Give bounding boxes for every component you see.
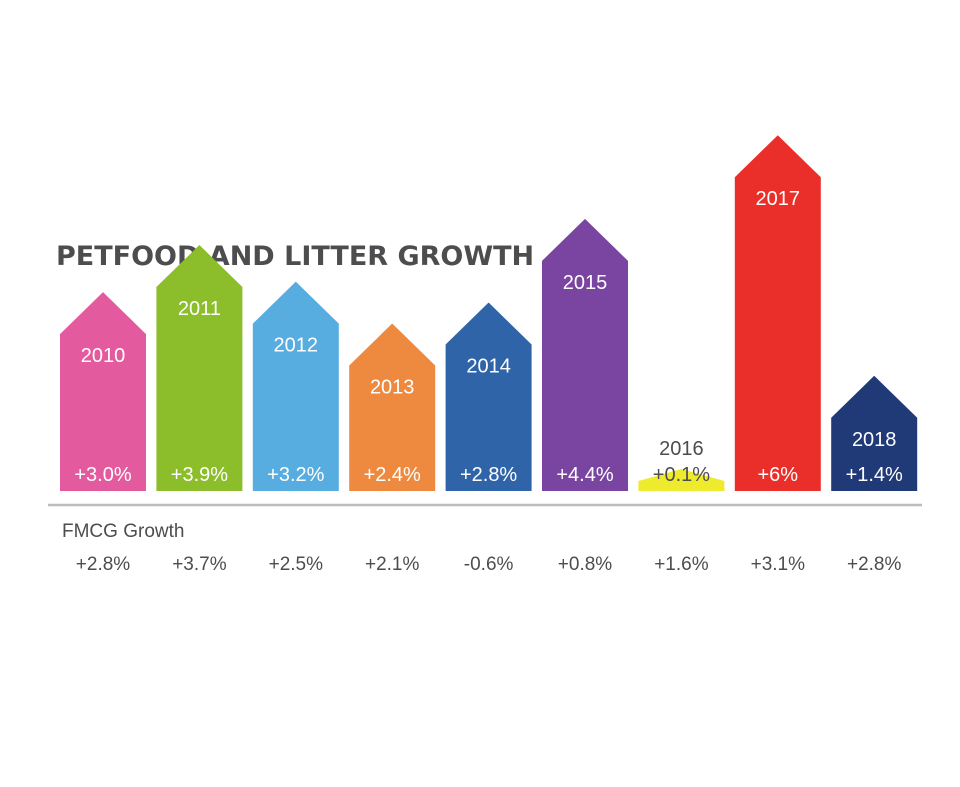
fmcg-values-row: +2.8% +3.7% +2.5% +2.1% -0.6% +0.8% +1.6% +3.1%… (76, 554, 902, 575)
bar-shape-2010 (60, 292, 146, 491)
bar-2018: 2018 +1.4% (831, 375, 918, 491)
fmcg-growth-label: FMCG Growth (62, 521, 184, 542)
fmcg-value-2017: +3.1% (751, 554, 806, 575)
bar-2011: 2011 +3.9% (156, 245, 243, 491)
bar-value-label: +4.4% (556, 464, 613, 486)
bar-value-label: +2.8% (460, 464, 517, 486)
bar-2010: 2010 +3.0% (60, 292, 146, 491)
bar-year-label: 2014 (466, 356, 511, 378)
fmcg-value-2011: +3.7% (172, 554, 227, 575)
bar-value-label: +0.1% (653, 464, 710, 486)
bar-value-label: +6% (758, 464, 799, 486)
bar-shape-2013 (349, 323, 436, 491)
fmcg-value-2015: +0.8% (558, 554, 613, 575)
bar-year-label: 2016 (659, 438, 704, 460)
bar-year-label: 2011 (178, 298, 221, 320)
bar-year-label: 2017 (756, 188, 801, 210)
bar-2016: 2016 +0.1% (638, 438, 725, 491)
bar-shape-2018 (831, 375, 918, 491)
bar-value-label: +3.2% (267, 464, 324, 486)
bar-year-label: 2013 (370, 376, 415, 398)
bars-group: 2010 +3.0% 2011 +3.9% 2012 +3.2% 2013 +2.4% 2014… (60, 135, 918, 491)
bar-2012: 2012 +3.2% (252, 281, 339, 491)
fmcg-value-2012: +2.5% (269, 554, 324, 575)
bar-year-label: 2010 (81, 345, 126, 367)
bar-shape-2016 (638, 469, 725, 491)
bar-value-label: +1.4% (846, 464, 903, 486)
chart-title: PETFOOD AND LITTER GROWTH (56, 241, 534, 272)
bar-shape-2015 (542, 218, 628, 491)
bar-shape-2011 (156, 245, 243, 491)
bar-2013: 2013 +2.4% (349, 323, 436, 491)
bar-2014: 2014 +2.8% (445, 302, 532, 491)
fmcg-value-2018: +2.8% (847, 554, 902, 575)
bar-shape-2014 (445, 302, 532, 491)
bar-value-label: +3.0% (74, 464, 131, 486)
bar-shape-2017 (734, 135, 821, 491)
fmcg-value-2013: +2.1% (365, 554, 420, 575)
fmcg-value-2016: +1.6% (654, 554, 709, 575)
bar-shape-2012 (252, 281, 339, 491)
fmcg-value-2014: -0.6% (464, 554, 514, 575)
bar-2015: 2015 +4.4% (542, 218, 628, 491)
bar-value-label: +3.9% (171, 464, 228, 486)
bar-year-label: 2018 (852, 429, 897, 451)
bar-year-label: 2012 (274, 335, 319, 357)
bar-2017: 2017 +6% (734, 135, 821, 491)
fmcg-value-2010: +2.8% (76, 554, 131, 575)
bar-year-label: 2015 (563, 272, 608, 294)
bar-value-label: +2.4% (364, 464, 421, 486)
